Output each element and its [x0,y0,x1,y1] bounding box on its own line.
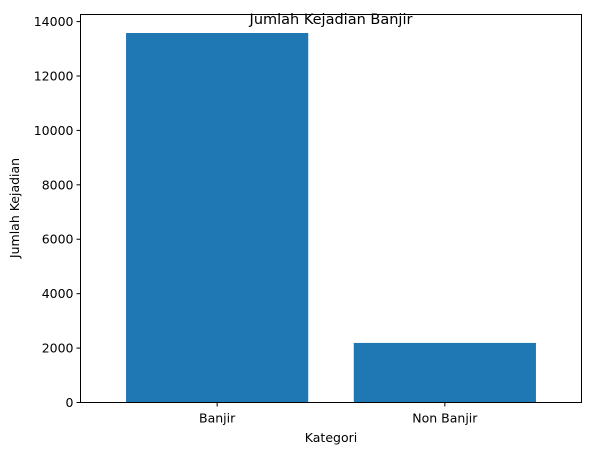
y-tick-label: 2000 [42,341,74,356]
x-tick-label: Non Banjir [412,411,478,426]
x-axis-label: Kategori [305,430,357,445]
x-tick-label: Banjir [199,411,236,426]
y-tick-label: 4000 [42,286,74,301]
y-axis-label: Jumlah Kejadian [7,158,22,259]
y-tick-label: 0 [66,395,74,410]
chart-title: Jumlah Kejadian Banjir [249,12,413,28]
plot-frame [80,14,582,403]
y-tick-label: 10000 [34,123,74,138]
bar-banjir [126,33,309,403]
y-tick-label: 14000 [34,14,74,29]
y-tick-label: 8000 [42,177,74,192]
bar-non-banjir [353,342,536,403]
y-tick-label: 6000 [42,232,74,247]
y-tick-label: 12000 [34,68,74,83]
